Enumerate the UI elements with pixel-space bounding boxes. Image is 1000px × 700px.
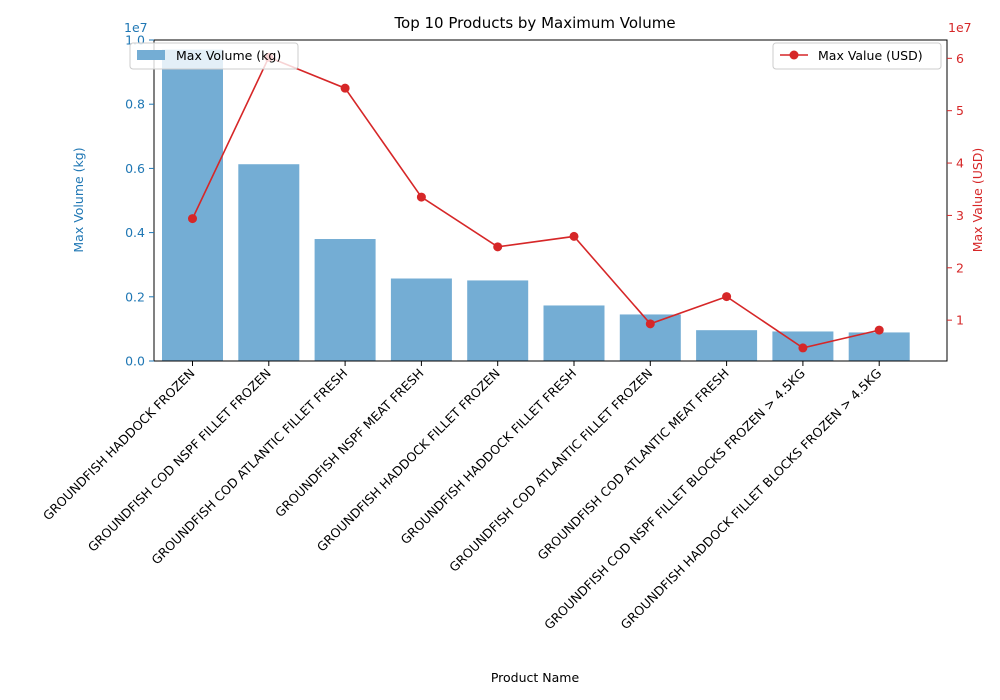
left-tick-label: 0.4 <box>125 225 145 240</box>
left-axis-multiplier: 1e7 <box>124 20 148 35</box>
volume-bar <box>162 49 223 361</box>
right-tick-label: 3 <box>956 208 964 223</box>
left-tick-label: 0.2 <box>125 289 145 304</box>
line-layer <box>188 52 884 353</box>
left-axis-label: Max Volume (kg) <box>71 147 86 252</box>
volume-bar <box>238 164 300 361</box>
volume-bar <box>696 330 758 361</box>
right-tick-label: 6 <box>956 51 964 66</box>
legend-right: Max Value (USD) <box>772 42 942 70</box>
legend-right-box <box>772 42 942 70</box>
left-tick-label: 0.6 <box>125 161 145 176</box>
bars-layer <box>162 49 910 361</box>
legend-line-label: Max Value (USD) <box>818 48 923 63</box>
value-point <box>645 319 655 329</box>
value-point <box>569 231 579 241</box>
right-tick-label: 2 <box>956 260 964 275</box>
value-point <box>188 214 197 224</box>
right-tick-label: 1 <box>956 313 964 328</box>
value-point <box>798 343 808 353</box>
volume-bar <box>848 332 910 361</box>
value-point <box>493 242 503 252</box>
value-point <box>340 83 350 93</box>
right-tick-label: 5 <box>956 103 964 118</box>
legend-bar-label: Max Volume (kg) <box>176 48 281 63</box>
left-tick-label: 0.0 <box>125 354 145 369</box>
legend-left-box <box>129 42 299 70</box>
right-axis-multiplier: 1e7 <box>948 20 972 35</box>
volume-bar <box>543 305 605 361</box>
value-line <box>191 56 880 349</box>
right-axis: 1 2 3 4 5 6 <box>947 51 964 328</box>
right-axis-label: Max Value (USD) <box>970 148 985 253</box>
volume-bar <box>390 278 452 361</box>
plot-frame <box>153 39 948 362</box>
value-point <box>416 192 426 202</box>
value-point <box>874 325 884 335</box>
legend-bar-swatch <box>137 50 165 60</box>
left-axis: 0.00.20.40.60.81.0 <box>125 33 154 369</box>
legend-line-marker <box>789 50 799 60</box>
right-tick-label: 4 <box>956 156 964 171</box>
left-tick-label: 0.8 <box>125 97 145 112</box>
value-point <box>722 292 732 302</box>
volume-bar <box>314 239 376 361</box>
x-axis-label: Product Name <box>491 670 580 685</box>
chart-title: Top 10 Products by Maximum Volume <box>393 14 675 32</box>
legend-left: Max Volume (kg) <box>129 42 299 70</box>
volume-bar <box>467 280 529 361</box>
